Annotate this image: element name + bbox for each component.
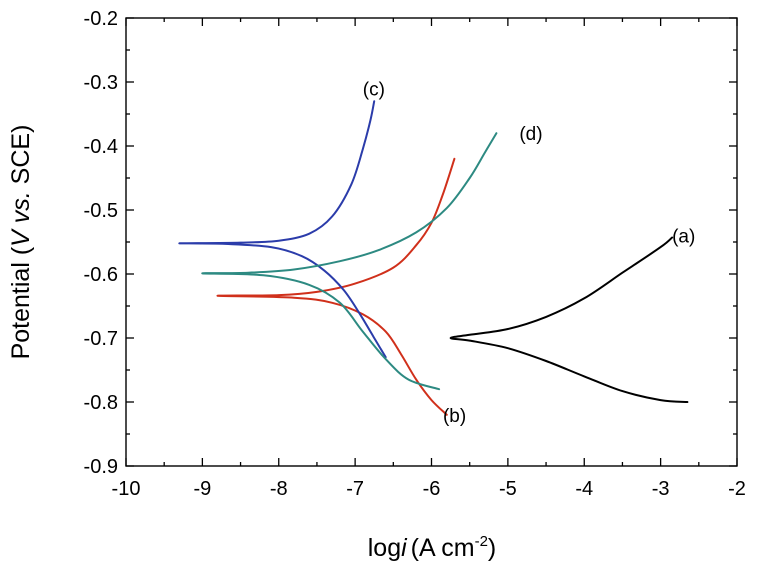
series-line-b bbox=[216, 157, 456, 416]
y-tick-label: -0.4 bbox=[84, 136, 118, 158]
axis-ticks bbox=[125, 17, 738, 467]
y-tick-label: -0.3 bbox=[84, 72, 118, 94]
x-tick-label: -9 bbox=[193, 478, 211, 500]
x-tick-label: -10 bbox=[112, 478, 141, 500]
x-tick-label: -3 bbox=[652, 478, 670, 500]
y-axis-title: Potential (V vs. SCE) bbox=[7, 125, 35, 360]
x-tick-label: -2 bbox=[728, 478, 746, 500]
x-tick-label: -4 bbox=[575, 478, 593, 500]
x-tick-label: -6 bbox=[423, 478, 441, 500]
x-tick-label: -5 bbox=[499, 478, 517, 500]
curve-labels: (a) (b) (c) (d) bbox=[363, 79, 696, 426]
curve-label-b: (b) bbox=[443, 406, 466, 427]
series-group bbox=[178, 100, 689, 416]
y-tick-label: -0.5 bbox=[84, 200, 118, 222]
curve-label-a: (a) bbox=[672, 227, 695, 248]
y-tick-label: -0.9 bbox=[84, 456, 118, 478]
y-tick-label: -0.7 bbox=[84, 328, 118, 350]
x-tick-label: -8 bbox=[270, 478, 288, 500]
y-tick-label: -0.2 bbox=[84, 8, 118, 30]
series-line-d bbox=[201, 132, 498, 391]
y-tick-label: -0.6 bbox=[84, 264, 118, 286]
curve-label-d: (d) bbox=[519, 124, 542, 145]
x-tick-label: -7 bbox=[346, 478, 364, 500]
y-tick-label: -0.8 bbox=[84, 392, 118, 414]
series-line-c bbox=[178, 100, 387, 359]
x-axis-title: logi (A cm-2) bbox=[368, 533, 497, 562]
tick-labels: -10 -9 -8 -7 -6 -5 -4 -3 -2 -0.2 -0.3 -0.4 -0.5 -0.6 -… bbox=[84, 8, 746, 500]
series-line-a bbox=[449, 236, 689, 403]
curve-label-c: (c) bbox=[363, 79, 385, 100]
